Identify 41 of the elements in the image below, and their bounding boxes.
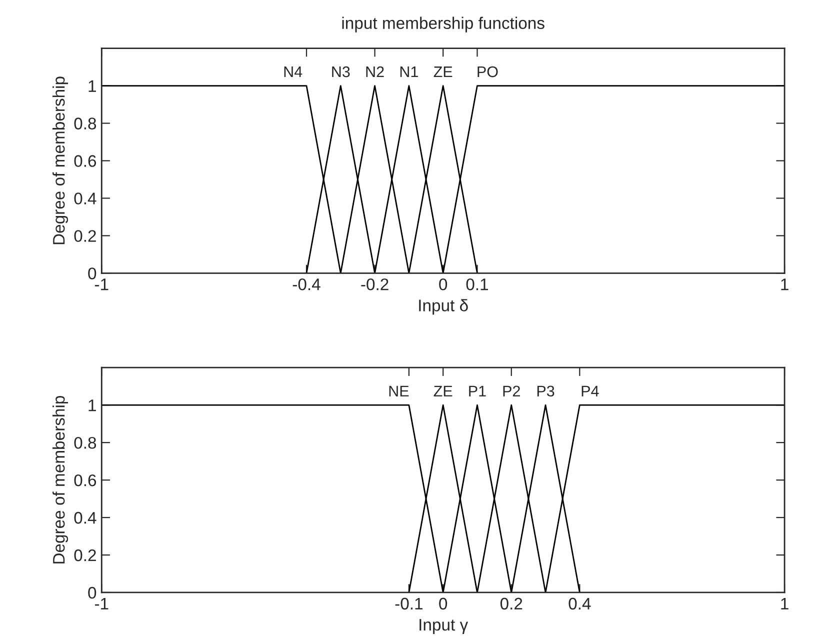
annotation: PO bbox=[478, 66, 498, 78]
y-axis-title: Degree of membership bbox=[52, 396, 68, 564]
y-tick-label: 0.8 bbox=[74, 436, 96, 449]
y-tick-label: 0.8 bbox=[74, 118, 96, 130]
y-tick-label: 0.4 bbox=[74, 192, 96, 204]
annotation: NE bbox=[389, 386, 409, 396]
x-axis-title: Input δ bbox=[419, 299, 468, 315]
x-tick-label: 0 bbox=[439, 598, 448, 610]
x-tick-label: -0.1 bbox=[395, 598, 422, 610]
x-tick-label: 0.4 bbox=[568, 598, 591, 610]
annotation: P1 bbox=[469, 386, 486, 396]
y-tick-label: 0.2 bbox=[74, 230, 96, 242]
y-tick-label: 0.6 bbox=[74, 155, 96, 167]
y-tick-label: 0 bbox=[88, 268, 96, 280]
x-tick-label: 1 bbox=[781, 278, 788, 290]
annotation: P2 bbox=[503, 386, 520, 396]
annotation: ZE bbox=[434, 386, 452, 396]
x-tick-label: 0.1 bbox=[466, 278, 488, 290]
y-tick-label: 1 bbox=[88, 400, 96, 412]
annotation: P3 bbox=[537, 386, 554, 397]
annotation: N2 bbox=[366, 66, 384, 78]
x-tick-label: 0 bbox=[439, 278, 448, 290]
x-tick-label: -1 bbox=[94, 278, 108, 290]
annotation: N1 bbox=[400, 66, 418, 78]
y-tick-label: 0 bbox=[88, 586, 96, 599]
annotation: N4 bbox=[284, 66, 302, 78]
y-axis-title: Degree of membership bbox=[52, 76, 68, 244]
y-tick-label: 0.4 bbox=[74, 512, 96, 524]
annotation: P4 bbox=[582, 386, 599, 396]
chart-title: input membership functions bbox=[342, 16, 544, 32]
x-tick-label: 0.2 bbox=[500, 598, 522, 610]
x-axis-title: Input γ bbox=[420, 619, 468, 634]
annotation: ZE bbox=[434, 66, 452, 78]
x-tick-label: -0.4 bbox=[292, 278, 320, 290]
y-tick-label: 1 bbox=[88, 80, 96, 92]
y-tick-label: 0.2 bbox=[74, 549, 96, 562]
x-tick-label: -1 bbox=[94, 598, 108, 610]
x-tick-label: 1 bbox=[781, 598, 788, 610]
y-tick-label: 0.6 bbox=[74, 474, 96, 486]
x-tick-label: -0.2 bbox=[361, 278, 388, 290]
annotation: N3 bbox=[332, 66, 350, 78]
